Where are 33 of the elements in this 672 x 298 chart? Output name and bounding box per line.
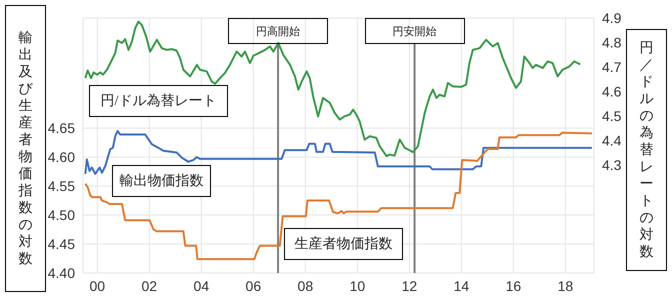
x-tick-label: 04 [194,278,210,294]
y-tick-label: 4.50 [48,207,76,224]
y2-tick-label: 4.7 [602,59,622,76]
y2-tick-label: 4.8 [602,34,622,50]
x-tick-label: 18 [558,278,574,294]
x-tick-label: 00 [90,278,106,294]
line-series [84,130,593,175]
line-series [84,132,593,260]
y2-tick-label: 4.6 [602,84,622,100]
y-tick-label: 4.60 [48,149,76,166]
text: 輸出及び生産者物価指数の対数 [18,30,32,266]
x-tick-label: 16 [506,278,522,294]
x-tick-label: 06 [246,278,262,294]
y-tick-label: 4.55 [48,178,76,194]
text: 円／ドルの為替レートの対数 [640,40,654,260]
y2-tick-label: 4.4 [602,132,622,149]
x-tick-label: 08 [298,278,314,294]
y2-tick-label: 4.5 [602,108,622,124]
x-tick-label: 10 [350,278,366,294]
y2-tick-label: 4.9 [602,10,622,26]
y2-tick-label: 4.3 [602,157,622,174]
x-tick-label: 14 [454,278,470,294]
y-tick-label: 4.45 [48,236,76,252]
series-label: 生産者物価指数 [284,228,403,260]
line-series [84,20,582,158]
ref-line-label: 円高開始 [228,18,328,44]
series-label: 円/ドル為替レート [89,85,228,117]
y-tick-label: 4.65 [48,120,76,136]
y-tick-label: 4.40 [48,264,76,281]
x-tick-label: 02 [142,278,158,294]
ref-line-label: 円安開始 [364,18,465,44]
series-label: 輸出物価指数 [112,165,211,197]
x-tick-label: 12 [402,278,418,294]
